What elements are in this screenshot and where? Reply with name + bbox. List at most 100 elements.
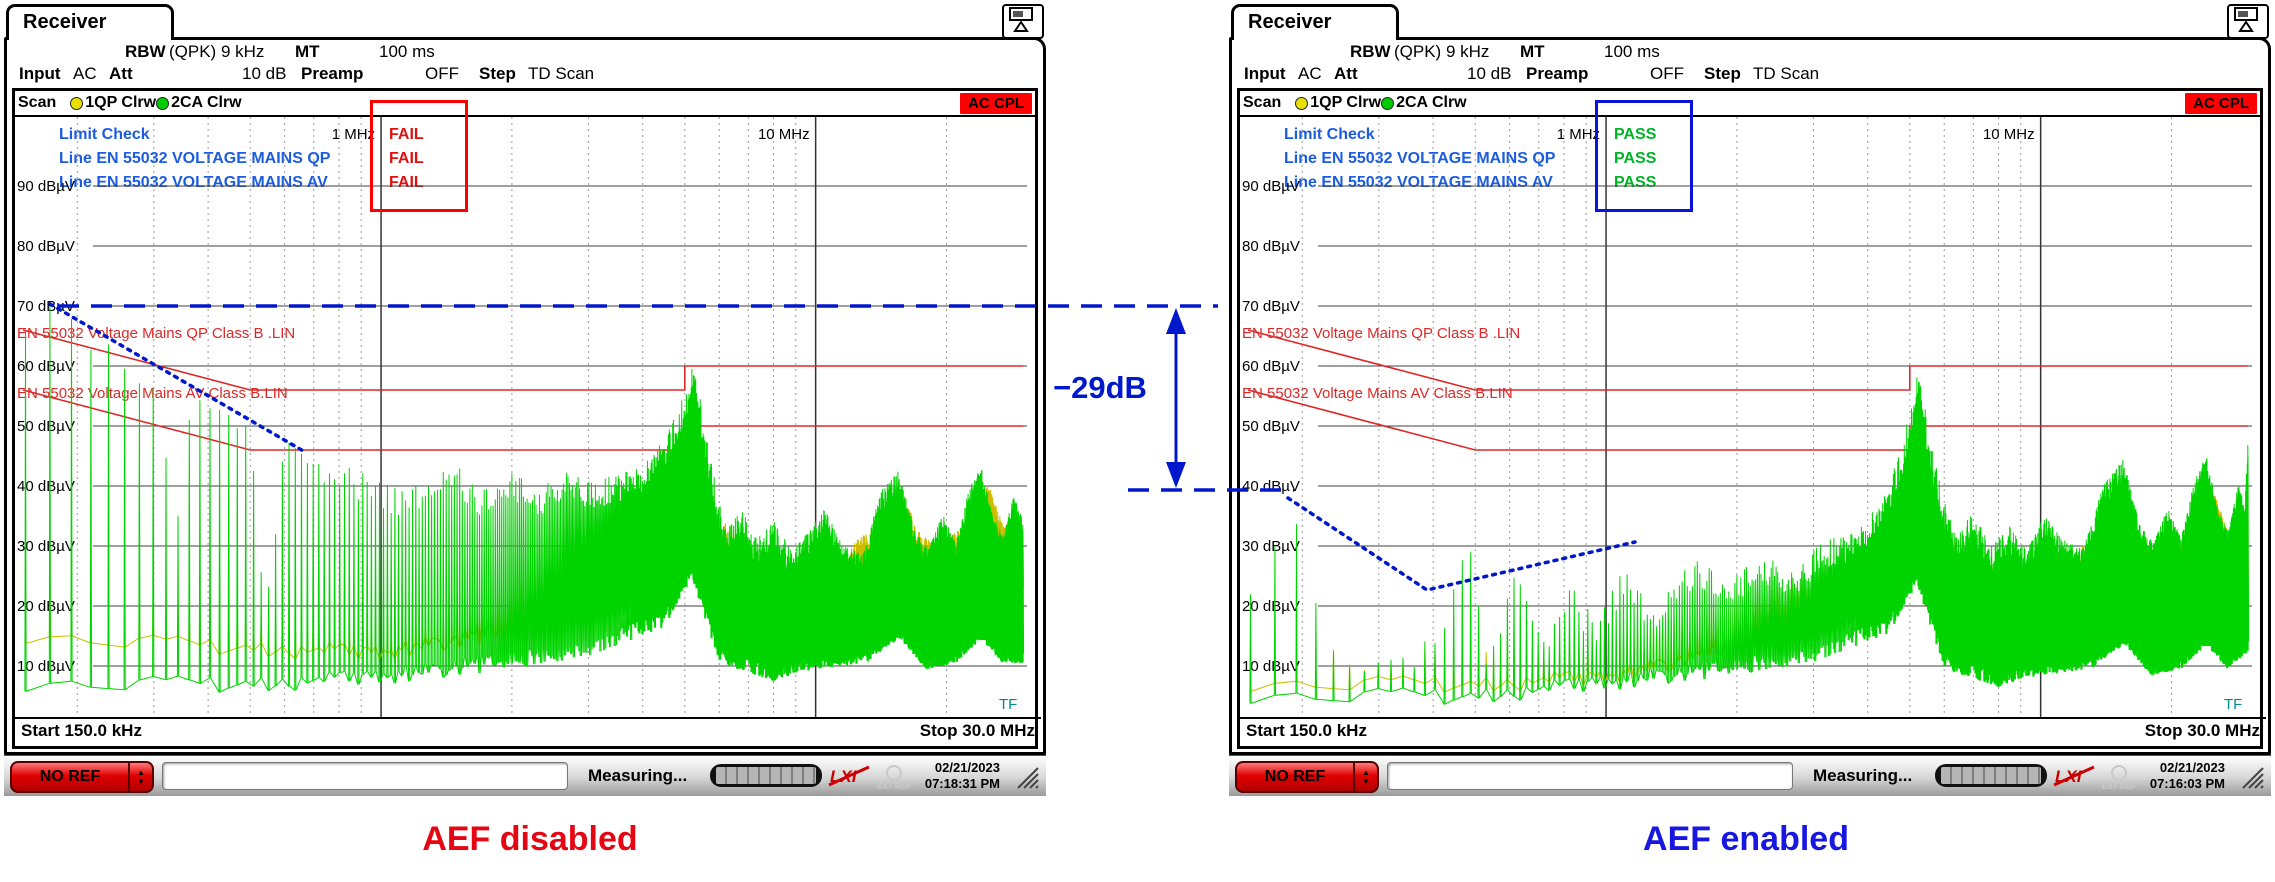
- input-value: AC: [73, 64, 97, 83]
- input-value: AC: [1298, 64, 1322, 83]
- ref-spinner[interactable]: ▲ ▼: [128, 763, 152, 791]
- limit-result-box: [1595, 100, 1693, 212]
- svg-text:70 dBµV: 70 dBµV: [17, 298, 75, 315]
- settings-header: RBW (QPK) 9 kHz MT 100 ms Input AC Att 1…: [1232, 42, 2232, 86]
- rbw-label: RBW: [125, 42, 166, 61]
- tab-receiver[interactable]: Receiver: [6, 4, 174, 40]
- ac-coupling-badge: AC CPL: [2185, 92, 2257, 114]
- svg-text:20 dBµV: 20 dBµV: [17, 598, 75, 615]
- no-ref-label: NO REF: [39, 768, 101, 785]
- svg-text:80 dBµV: 80 dBµV: [1242, 238, 1300, 255]
- time: 07:18:31 PM: [924, 776, 1000, 791]
- preamp-value: OFF: [1650, 64, 1684, 83]
- lxi-disabled-icon: LXI: [2053, 765, 2095, 787]
- start-frequency: Start 150.0 kHz: [21, 720, 142, 740]
- display-capture-icon[interactable]: [1002, 4, 1044, 39]
- y-tick-labels: 90 dBµV 80 dBµV 70 dBµV 60 dBµV 50 dBµV 40 dB…: [1242, 178, 1300, 675]
- limit-line-label: EN 55032 Voltage Mains AV Class B.LIN: [17, 385, 288, 402]
- delta-arrowhead-down: [1166, 462, 1186, 488]
- down-arrow-icon[interactable]: ▼: [1362, 777, 1370, 786]
- limit-check-result: FAIL: [389, 150, 424, 167]
- resize-grip[interactable]: [2239, 764, 2267, 790]
- svg-text:10 MHz: 10 MHz: [758, 126, 810, 143]
- trace2-label: 2CA Clrw: [1396, 94, 1467, 111]
- step-value: TD Scan: [1753, 64, 1820, 83]
- ac-coupling-badge: AC CPL: [960, 92, 1032, 114]
- trace-2ca-clrw: [24, 305, 1025, 694]
- svg-text:70 dBµV: 70 dBµV: [1242, 298, 1300, 315]
- limit-check-result: FAIL: [389, 174, 424, 191]
- date: 02/21/2023: [2159, 760, 2225, 775]
- step-label: Step: [1704, 64, 1741, 83]
- up-arrow-icon[interactable]: ▲: [137, 768, 145, 777]
- status-bar: NO REF ▲ ▼ Measuring... LXI EXT REF 02/21…: [4, 754, 1046, 796]
- att-label: Att: [1334, 64, 1358, 83]
- trace-info-label: TF: [2224, 696, 2242, 713]
- measurement-panel: Scan 1QP Clrw 2CA Clrw AC CPL Limit Chec…: [1237, 88, 2266, 749]
- rbw-value: (QPK) 9 kHz: [169, 42, 265, 61]
- trace-info-label: TF: [999, 696, 1017, 713]
- measuring-status: Measuring...: [588, 766, 688, 785]
- x-tick-labels: 1 MHz 10 MHz: [332, 126, 810, 143]
- display-capture-icon[interactable]: [2227, 4, 2269, 39]
- remote-command-field[interactable]: [162, 762, 568, 790]
- limit-check-readout: Limit Check PASS Line EN 55032 VOLTAGE MAI…: [1284, 126, 1657, 191]
- no-ref-button[interactable]: NO REF ▲ ▼: [10, 761, 154, 793]
- preamp-value: OFF: [425, 64, 459, 83]
- svg-text:30 dBµV: 30 dBµV: [1242, 538, 1300, 555]
- mt-label: MT: [295, 42, 320, 61]
- tab-receiver[interactable]: Receiver: [1231, 4, 1399, 40]
- limit-line-label: EN 55032 Voltage Mains QP Class B .LIN: [17, 325, 295, 342]
- trace1-color-dot: [70, 96, 84, 110]
- rbw-label: RBW: [1350, 42, 1391, 61]
- svg-text:10 dBµV: 10 dBµV: [1242, 658, 1300, 675]
- scan-bar: Scan 1QP Clrw 2CA Clrw AC CPL: [15, 91, 1035, 117]
- svg-text:40 dBµV: 40 dBµV: [1242, 478, 1300, 495]
- limit-check-label: Line EN 55032 VOLTAGE MAINS QP: [1284, 150, 1556, 167]
- time: 07:16:03 PM: [2149, 776, 2225, 791]
- limit-line: [1247, 329, 2248, 391]
- step-label: Step: [479, 64, 516, 83]
- trace2-color-dot: [156, 96, 170, 110]
- svg-text:60 dBµV: 60 dBµV: [1242, 358, 1300, 375]
- delta-arrowhead-up: [1166, 308, 1186, 334]
- start-frequency: Start 150.0 kHz: [1246, 720, 1367, 740]
- mt-value: 100 ms: [1604, 42, 1660, 61]
- spectrum-plot: Limit Check FAIL Line EN 55032 VOLTAGE MAI…: [15, 117, 1029, 717]
- preamp-label: Preamp: [1526, 64, 1589, 83]
- receiver-screen-left: Receiver RBW (QPK) 9 kHz MT 100 ms Input…: [4, 4, 1046, 796]
- limit-check-result: PASS: [1614, 174, 1657, 191]
- date: 02/21/2023: [934, 760, 1000, 775]
- up-arrow-icon[interactable]: ▲: [1362, 768, 1370, 777]
- trace1-label: 1QP Clrw: [85, 94, 157, 111]
- measuring-status: Measuring...: [1813, 766, 1913, 785]
- settings-header: RBW (QPK) 9 kHz MT 100 ms Input AC Att 1…: [7, 42, 1007, 86]
- limit-check-readout: Limit Check FAIL Line EN 55032 VOLTAGE MAI…: [59, 126, 424, 191]
- svg-text:90 dBµV: 90 dBµV: [17, 178, 75, 195]
- limit-check-label: Line EN 55032 VOLTAGE MAINS AV: [1284, 174, 1553, 191]
- resize-grip[interactable]: [1014, 764, 1042, 790]
- remote-command-field[interactable]: [1387, 762, 1793, 790]
- caption-aef-enabled: AEF enabled: [1643, 820, 1849, 858]
- receiver-screen-right: Receiver RBW (QPK) 9 kHz MT 100 ms Input…: [1229, 4, 2271, 796]
- att-label: Att: [109, 64, 133, 83]
- mt-label: MT: [1520, 42, 1545, 61]
- spectrum-plot: Limit Check PASS Line EN 55032 VOLTAGE MAI…: [1240, 117, 2254, 717]
- caption-aef-disabled: AEF disabled: [422, 820, 638, 858]
- svg-text:30 dBµV: 30 dBµV: [17, 538, 75, 555]
- trace-2ca-clrw: [1249, 377, 2250, 706]
- monitor-icon: [1009, 7, 1033, 32]
- no-ref-button[interactable]: NO REF ▲ ▼: [1235, 761, 1379, 793]
- ref-spinner[interactable]: ▲ ▼: [1353, 763, 1377, 791]
- preamp-label: Preamp: [301, 64, 364, 83]
- x-tick-labels: 1 MHz 10 MHz: [1557, 126, 2035, 143]
- window-frame: RBW (QPK) 9 kHz MT 100 ms Input AC Att 1…: [1229, 37, 2271, 755]
- limit-check-result: FAIL: [389, 126, 424, 143]
- limit-line-label: EN 55032 Voltage Mains QP Class B .LIN: [1242, 325, 1520, 342]
- stop-frequency: Stop 30.0 MHz: [2144, 720, 2260, 740]
- down-arrow-icon[interactable]: ▼: [137, 777, 145, 786]
- limit-result-box: [370, 100, 468, 212]
- trace2-color-dot: [1381, 96, 1395, 110]
- graticule: [1301, 117, 2252, 717]
- monitor-icon: [2234, 7, 2258, 32]
